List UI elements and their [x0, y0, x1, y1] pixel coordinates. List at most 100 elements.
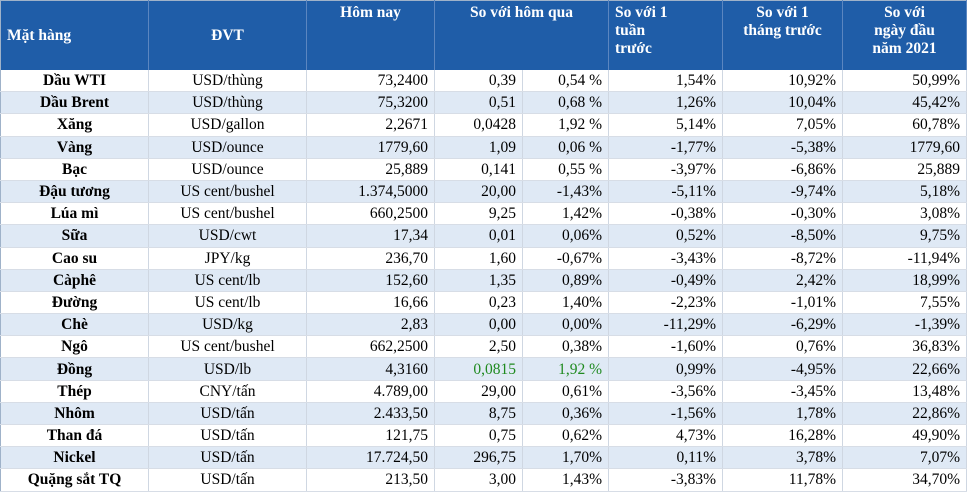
cell-vs-month: -8,72%: [722, 247, 844, 270]
header-vs-year-line1: So với: [884, 4, 925, 21]
cell-change: 8,75: [434, 402, 523, 426]
cell-vs-week: 0,52%: [608, 224, 724, 248]
cell-vs-year: 18,99%: [842, 269, 968, 292]
cell-today: 152,60: [306, 269, 435, 292]
header-row: Mặt hàng ĐVT Hôm nay So với hôm qua So v…: [0, 0, 968, 70]
cell-unit: US cent/bushel: [148, 180, 307, 204]
cell-change-pct: 1,92 %: [522, 357, 610, 381]
cell-change: 0,75: [434, 424, 523, 448]
cell-change-pct: 0,06%: [522, 224, 610, 248]
cell-vs-week: 1,54%: [608, 70, 724, 93]
cell-unit: USD/ounce: [148, 136, 307, 159]
cell-change-pct: 1,70%: [522, 446, 610, 470]
header-vs-yesterday: So với hôm qua: [434, 0, 610, 70]
cell-unit: US cent/lb: [148, 269, 307, 292]
table-row: Xăng USD/gallon 2,2671 0,0428 1,92 % 5,1…: [0, 113, 968, 137]
table-row: Dầu WTI USD/thùng 73,2400 0,39 0,54 % 1,…: [0, 70, 968, 93]
cell-item-name: Đậu tương: [0, 180, 149, 204]
cell-vs-month: -8,50%: [722, 224, 844, 248]
cell-vs-month: -6,86%: [722, 158, 844, 181]
cell-item-name: Đồng: [0, 357, 149, 381]
cell-vs-year: 60,78%: [842, 113, 968, 137]
cell-item-name: Xăng: [0, 113, 149, 137]
cell-vs-month: -0,30%: [722, 202, 844, 226]
cell-vs-year: 49,90%: [842, 424, 968, 448]
header-vs-year-line2: ngày đầu: [874, 22, 935, 39]
cell-vs-year: 50,99%: [842, 70, 968, 93]
table-row: Cao su JPY/kg 236,70 1,60 -0,67% -3,43% …: [0, 247, 968, 270]
cell-unit: USD/gallon: [148, 113, 307, 137]
table-header: Mặt hàng ĐVT Hôm nay So với hôm qua So v…: [0, 0, 968, 70]
cell-change: 9,25: [434, 202, 523, 226]
cell-today: 1.374,5000: [306, 180, 435, 204]
cell-change: 3,00: [434, 468, 523, 492]
cell-change-pct: 0,38%: [522, 335, 610, 359]
cell-today: 4,3160: [306, 357, 435, 381]
cell-item-name: Vàng: [0, 136, 149, 159]
cell-vs-week: 0,99%: [608, 357, 724, 381]
cell-vs-week: -1,77%: [608, 136, 724, 159]
cell-vs-year: 5,18%: [842, 180, 968, 204]
cell-vs-month: 10,04%: [722, 91, 844, 115]
cell-unit: JPY/kg: [148, 247, 307, 270]
cell-change: 29,00: [434, 380, 523, 403]
cell-today: 73,2400: [306, 70, 435, 93]
cell-vs-year: 45,42%: [842, 91, 968, 115]
cell-change: 0,01: [434, 224, 523, 248]
cell-change-pct: 0,06 %: [522, 136, 610, 159]
cell-vs-month: 16,28%: [722, 424, 844, 448]
cell-item-name: Chè: [0, 313, 149, 337]
header-vs-week: So với 1 tuần trước: [608, 0, 724, 70]
header-item: Mặt hàng: [0, 0, 149, 70]
cell-vs-week: -5,11%: [608, 180, 724, 204]
table-row: Đường US cent/lb 16,66 0,23 1,40% -2,23%…: [0, 291, 968, 315]
cell-change: 0,0815: [434, 357, 523, 381]
cell-change: 0,39: [434, 70, 523, 93]
cell-item-name: Than đá: [0, 424, 149, 448]
cell-vs-month: 0,76%: [722, 335, 844, 359]
cell-today: 25,889: [306, 158, 435, 181]
table-row: Đậu tương US cent/bushel 1.374,5000 20,0…: [0, 180, 968, 204]
cell-change-pct: 0,55 %: [522, 158, 610, 181]
cell-vs-week: -0,49%: [608, 269, 724, 292]
header-vs-year: So với ngày đầu năm 2021: [842, 0, 968, 70]
header-vs-year-line3: năm 2021: [872, 40, 937, 57]
cell-today: 16,66: [306, 291, 435, 315]
cell-vs-year: 7,07%: [842, 446, 968, 470]
cell-item-name: Càphê: [0, 269, 149, 292]
header-today: Hôm nay: [306, 0, 435, 70]
cell-change-pct: 0,89%: [522, 269, 610, 292]
cell-item-name: Nickel: [0, 446, 149, 470]
cell-today: 213,50: [306, 468, 435, 492]
cell-today: 1779,60: [306, 136, 435, 159]
table-row: Đồng USD/lb 4,3160 0,0815 1,92 % 0,99% -…: [0, 357, 968, 381]
cell-vs-week: -3,83%: [608, 468, 724, 492]
cell-vs-month: 10,92%: [722, 70, 844, 93]
cell-item-name: Thép: [0, 380, 149, 403]
cell-today: 2,2671: [306, 113, 435, 137]
table-row: Quặng sắt TQ USD/tấn 213,50 3,00 1,43% -…: [0, 468, 968, 492]
cell-change: 296,75: [434, 446, 523, 470]
table-row: Bạc USD/ounce 25,889 0,141 0,55 % -3,97%…: [0, 158, 968, 181]
cell-vs-year: 7,55%: [842, 291, 968, 315]
cell-vs-year: 9,75%: [842, 224, 968, 248]
cell-vs-week: -1,56%: [608, 402, 724, 426]
cell-vs-month: -5,38%: [722, 136, 844, 159]
cell-change-pct: 0,00%: [522, 313, 610, 337]
cell-today: 4.789,00: [306, 380, 435, 403]
cell-unit: US cent/bushel: [148, 335, 307, 359]
cell-change: 1,09: [434, 136, 523, 159]
cell-item-name: Đường: [0, 291, 149, 315]
cell-item-name: Cao su: [0, 247, 149, 270]
cell-today: 660,2500: [306, 202, 435, 226]
cell-today: 662,2500: [306, 335, 435, 359]
table-row: Vàng USD/ounce 1779,60 1,09 0,06 % -1,77…: [0, 136, 968, 159]
cell-vs-week: 1,26%: [608, 91, 724, 115]
cell-change: 0,23: [434, 291, 523, 315]
cell-vs-week: 0,11%: [608, 446, 724, 470]
cell-vs-year: 36,83%: [842, 335, 968, 359]
cell-today: 236,70: [306, 247, 435, 270]
cell-vs-week: 4,73%: [608, 424, 724, 448]
cell-vs-month: 3,78%: [722, 446, 844, 470]
